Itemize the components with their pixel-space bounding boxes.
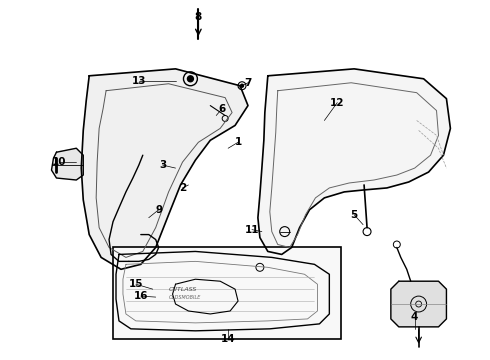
Text: OLDSMOBILE: OLDSMOBILE [169, 294, 201, 300]
Circle shape [188, 76, 194, 82]
Text: 2: 2 [179, 183, 186, 193]
Text: 5: 5 [350, 210, 358, 220]
Text: 12: 12 [330, 98, 344, 108]
Text: 8: 8 [195, 12, 202, 22]
Polygon shape [51, 148, 83, 180]
Text: 6: 6 [219, 104, 226, 113]
Polygon shape [391, 281, 446, 327]
Text: 14: 14 [221, 334, 235, 344]
Text: 4: 4 [411, 312, 418, 322]
Text: 9: 9 [155, 205, 162, 215]
Text: 1: 1 [234, 137, 242, 147]
Text: 11: 11 [245, 225, 259, 235]
Text: 16: 16 [134, 291, 148, 301]
Text: CUTLASS: CUTLASS [169, 287, 197, 292]
Text: 13: 13 [132, 76, 146, 86]
Text: 3: 3 [159, 160, 166, 170]
Text: 7: 7 [245, 78, 252, 88]
Text: 10: 10 [52, 157, 67, 167]
Bar [113, 247, 341, 339]
Text: 15: 15 [128, 279, 143, 289]
Polygon shape [258, 69, 450, 255]
Polygon shape [81, 69, 248, 269]
Circle shape [241, 84, 244, 87]
